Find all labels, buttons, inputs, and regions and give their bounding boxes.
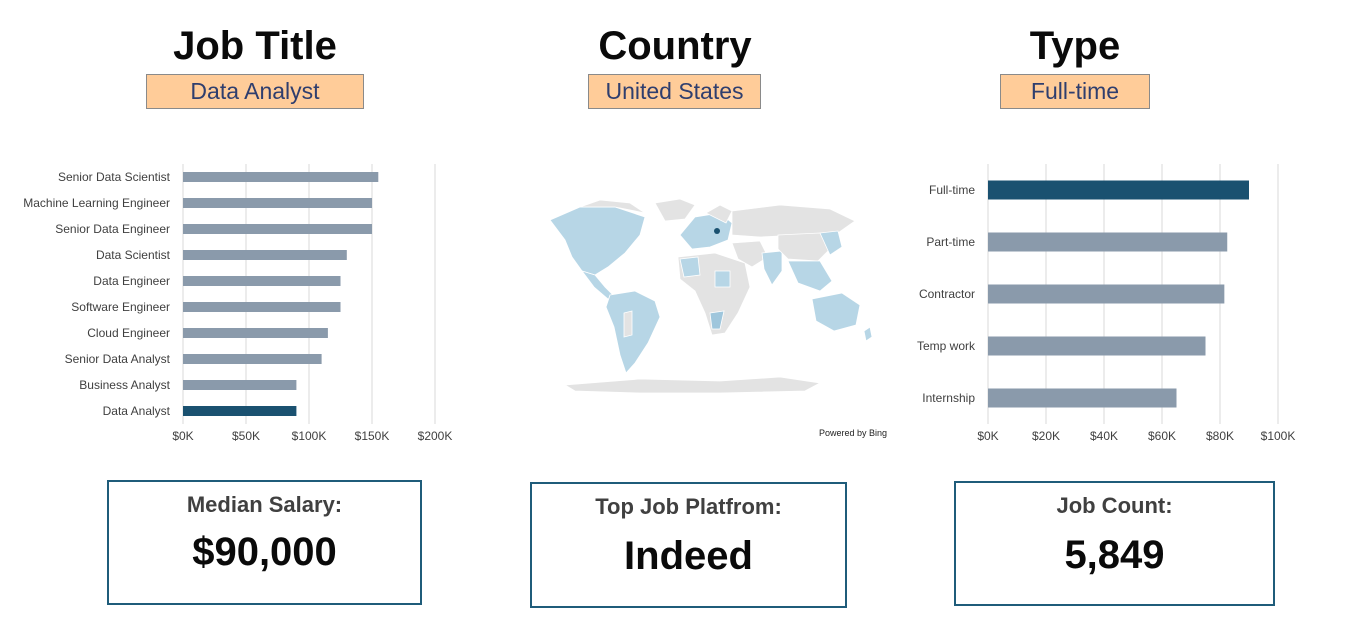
map-selected-country	[714, 228, 720, 234]
x-tick-label: $100K	[1261, 429, 1296, 443]
bar[interactable]	[988, 388, 1177, 408]
job-title-filter[interactable]: Data Analyst	[146, 74, 364, 109]
median-salary-value: $90,000	[192, 530, 337, 574]
category-label: Software Engineer	[71, 300, 170, 314]
type-heading: Type	[1029, 24, 1121, 68]
category-label: Senior Data Analyst	[65, 352, 171, 366]
category-label: Senior Data Engineer	[55, 222, 170, 236]
bar[interactable]	[183, 224, 372, 234]
bar[interactable]	[183, 276, 341, 286]
category-label: Contractor	[919, 287, 975, 301]
category-label: Senior Data Scientist	[58, 170, 171, 184]
category-label: Data Scientist	[96, 248, 171, 262]
category-label: Temp work	[917, 339, 976, 353]
map-region-new-zealand	[863, 326, 873, 342]
map-region-south-america-grey	[623, 310, 633, 338]
map-region-australia	[811, 292, 861, 332]
x-tick-label: $50K	[232, 429, 260, 443]
x-tick-label: $100K	[292, 429, 327, 443]
median-salary-card: Median Salary: $90,000	[107, 480, 422, 605]
map-region-south-america	[605, 290, 661, 374]
top-platform-value: Indeed	[624, 534, 753, 578]
job-type-salary-chart: $0K $20K $40K $60K $80K $100K Full-time Part-ti…	[917, 164, 1296, 443]
world-map[interactable]	[520, 195, 880, 405]
job-count-label: Job Count:	[1056, 493, 1173, 518]
country-heading: Country	[598, 24, 752, 68]
x-tick-label: $150K	[355, 429, 390, 443]
map-region-east-asia	[819, 230, 843, 256]
job-title-heading: Job Title	[173, 24, 337, 68]
x-tick-label: $60K	[1148, 429, 1176, 443]
x-tick-label: $200K	[418, 429, 453, 443]
job-count-value: 5,849	[1064, 533, 1165, 577]
job-count-card: Job Count: 5,849	[954, 481, 1275, 606]
x-tick-label: $0K	[977, 429, 998, 443]
map-region-africa-blue-1	[679, 256, 701, 278]
x-tick-label: $80K	[1206, 429, 1234, 443]
top-platform-card: Top Job Platfrom: Indeed	[530, 482, 847, 608]
map-region-greenland	[654, 198, 696, 222]
bar[interactable]	[183, 328, 328, 338]
type-filter[interactable]: Full-time	[1000, 74, 1150, 109]
map-region-india	[761, 250, 783, 286]
category-label: Data Analyst	[103, 404, 171, 418]
bar[interactable]	[183, 172, 379, 182]
bar[interactable]	[988, 284, 1225, 304]
job-title-salary-chart: $0K $50K $100K $150K $200K Senior Data Scient…	[23, 164, 453, 443]
map-region-europe	[679, 212, 733, 250]
category-label: Machine Learning Engineer	[23, 196, 170, 210]
x-tick-label: $20K	[1032, 429, 1060, 443]
bar[interactable]	[183, 198, 372, 208]
category-label: Full-time	[929, 183, 975, 197]
bar[interactable]	[183, 380, 297, 390]
x-tick-label: $40K	[1090, 429, 1118, 443]
category-label: Internship	[922, 391, 975, 405]
bar[interactable]	[988, 180, 1249, 200]
map-region-africa-blue-2	[714, 270, 731, 288]
category-label: Cloud Engineer	[87, 326, 170, 340]
map-region-antarctica	[563, 376, 822, 394]
map-region-africa-blue-3	[709, 310, 725, 330]
category-label: Data Engineer	[93, 274, 170, 288]
bar[interactable]	[988, 336, 1206, 356]
map-region-north-america	[549, 206, 646, 276]
bar[interactable]	[183, 406, 297, 416]
x-tick-label: $0K	[172, 429, 193, 443]
category-label: Part-time	[926, 235, 975, 249]
map-attribution: Powered by Bing	[819, 428, 888, 438]
category-label: Business Analyst	[79, 378, 170, 392]
bar[interactable]	[183, 302, 341, 312]
map-region-middle-east	[731, 240, 769, 268]
top-platform-label: Top Job Platfrom:	[595, 494, 782, 519]
bar[interactable]	[183, 354, 322, 364]
map-region-canada-north	[579, 199, 646, 214]
bar[interactable]	[183, 250, 347, 260]
median-salary-label: Median Salary:	[186, 492, 343, 517]
map-region-southeast-asia	[787, 260, 833, 292]
bar[interactable]	[988, 232, 1228, 252]
country-filter[interactable]: United States	[588, 74, 761, 109]
